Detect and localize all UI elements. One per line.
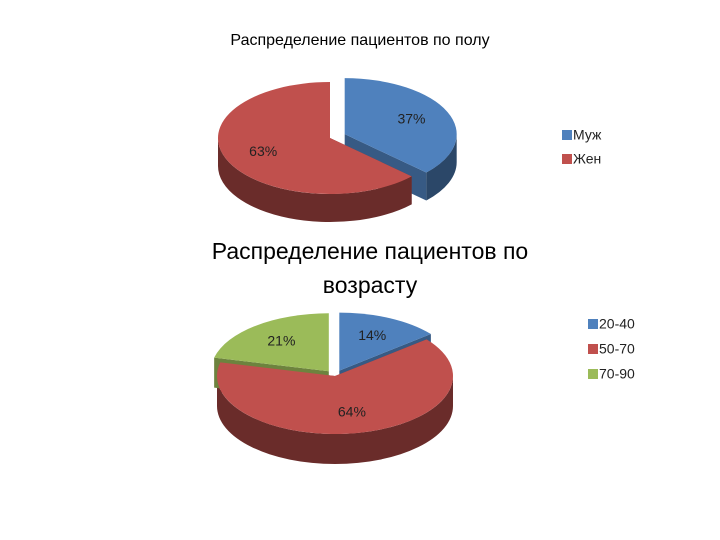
- slice-side: [217, 376, 453, 464]
- chart-title: Распределение пациентов по полу: [230, 32, 490, 49]
- slice: [218, 82, 412, 194]
- slice-side: [218, 138, 412, 223]
- data-label: 64%: [338, 403, 366, 419]
- slice: [217, 339, 454, 434]
- legend-label: 20-40: [599, 316, 635, 332]
- data-label: 63%: [249, 143, 277, 159]
- legend-label: Муж: [573, 127, 602, 143]
- legend-label: 50-70: [599, 341, 635, 357]
- legend-swatch: [588, 344, 598, 354]
- legend-swatch: [562, 130, 572, 140]
- legend-swatch: [562, 154, 572, 164]
- legend-swatch: [588, 319, 598, 329]
- legend-label: 70-90: [599, 366, 635, 382]
- data-label: 21%: [267, 332, 295, 348]
- slice: [339, 312, 431, 371]
- slice-side: [426, 134, 457, 201]
- data-label: 37%: [397, 110, 425, 126]
- legend-label: Жен: [573, 151, 601, 167]
- slice: [344, 78, 457, 173]
- legend-swatch: [588, 369, 598, 379]
- data-label: 14%: [358, 327, 386, 343]
- slice: [214, 313, 329, 372]
- chart-title: Распределение пациентов по возрасту: [211, 238, 529, 298]
